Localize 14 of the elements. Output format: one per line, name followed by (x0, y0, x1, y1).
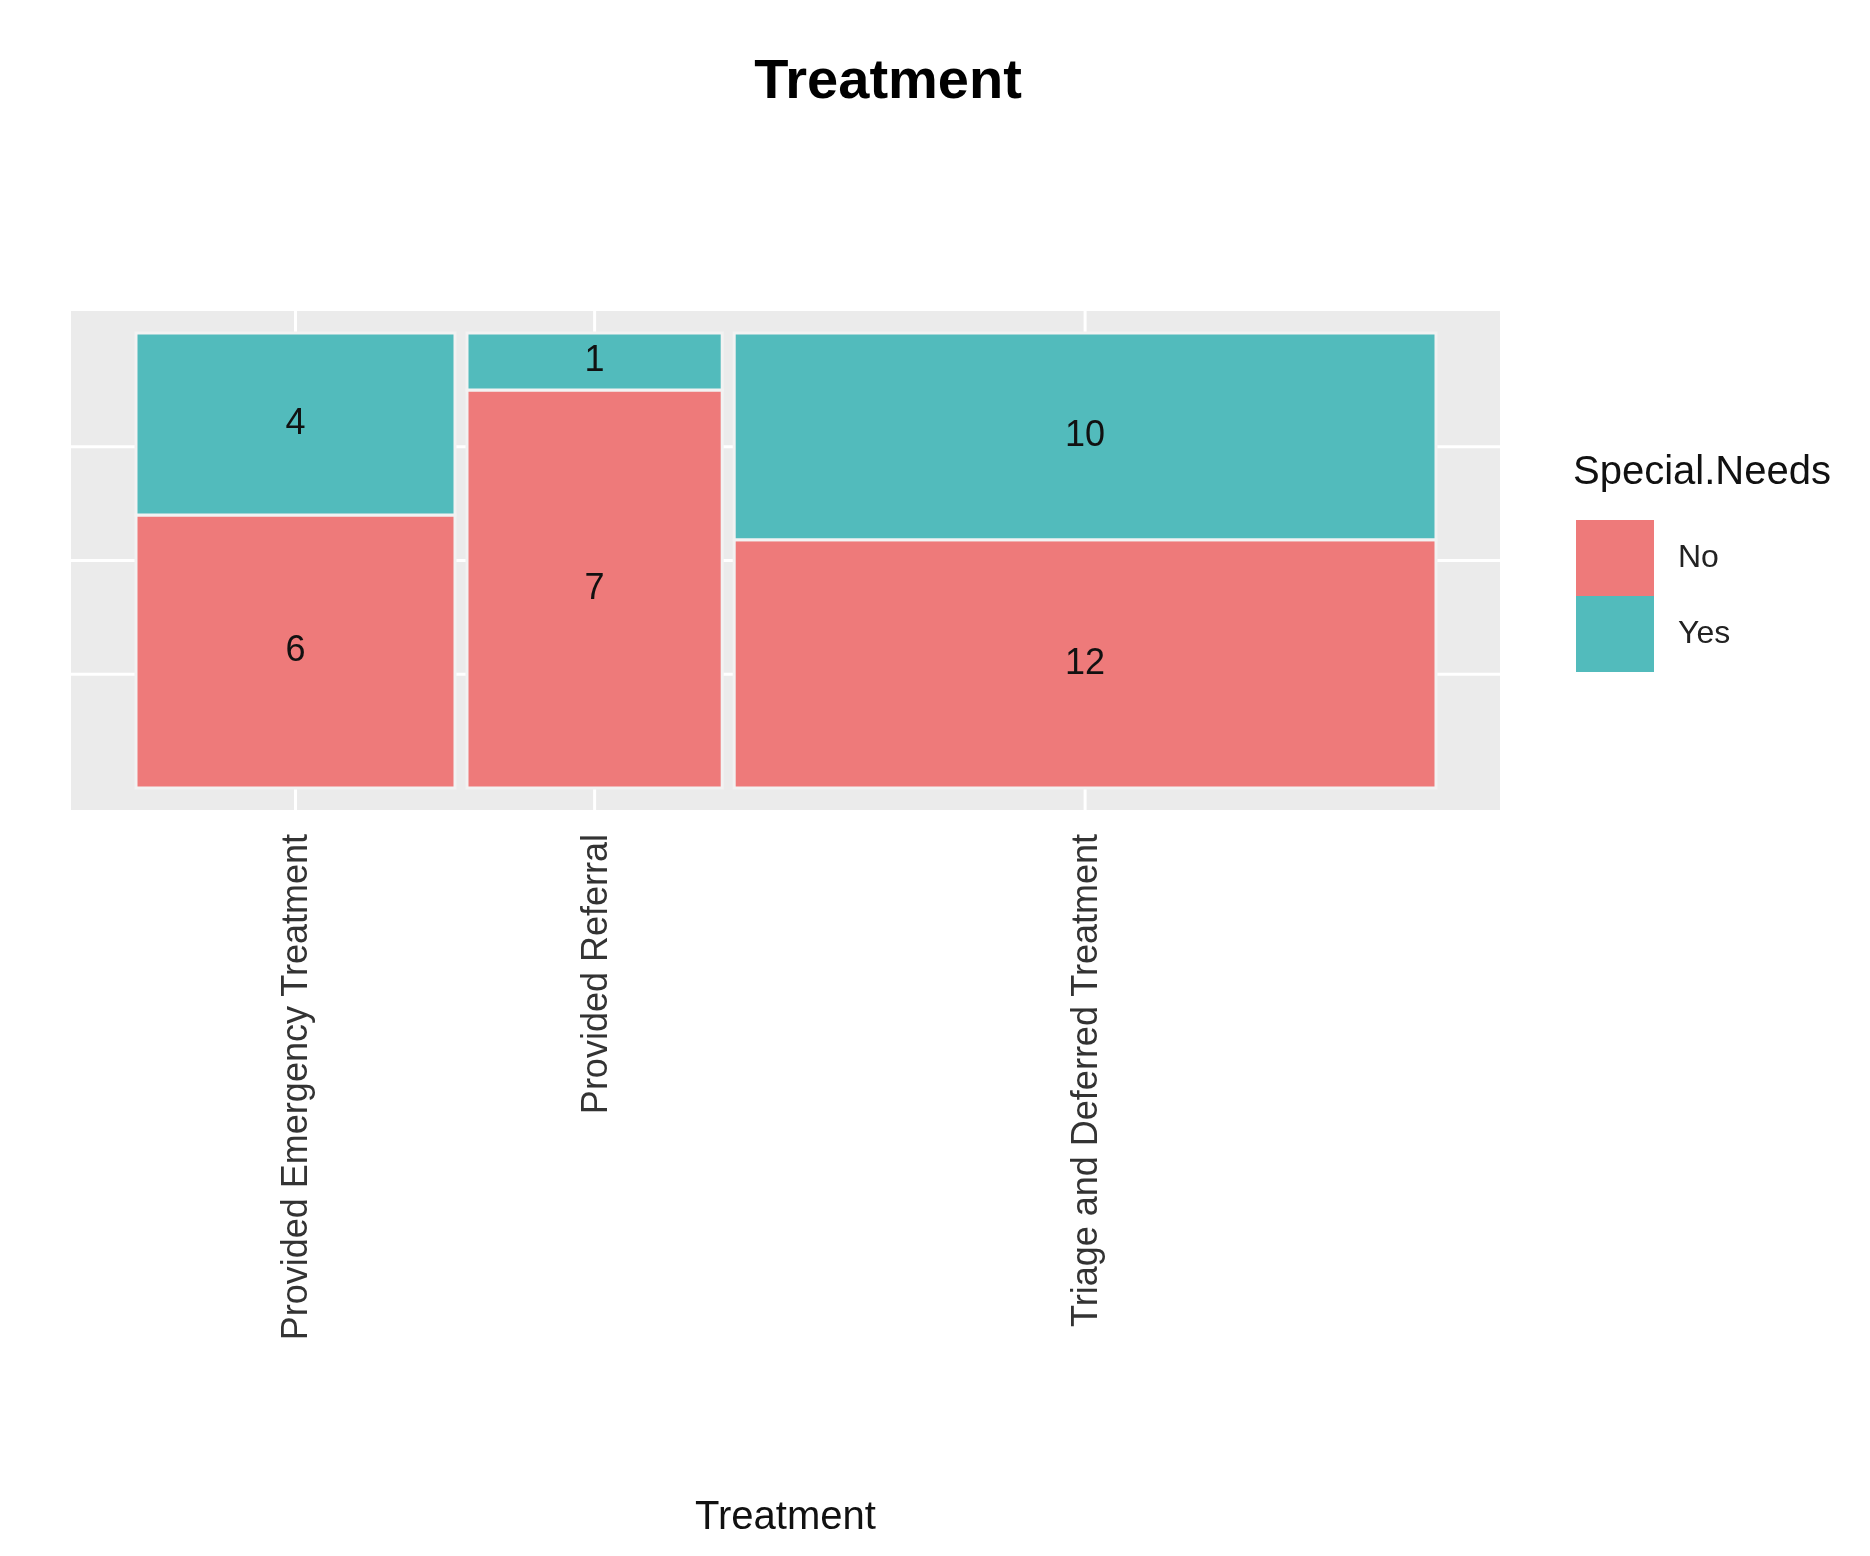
category-label: Provided Referral (573, 834, 615, 1115)
data-label: 4 (285, 400, 306, 442)
legend-title: Special.Needs (1573, 448, 1831, 493)
legend-label: Yes (1678, 613, 1731, 650)
legend-label: No (1678, 537, 1719, 574)
category-label: Triage and Deferred Treatment (1064, 834, 1106, 1327)
text: Treatment (754, 47, 1022, 111)
data-label: 10 (1065, 413, 1106, 455)
text: Treatment (695, 1493, 876, 1538)
category-label: Provided Emergency Treatment (274, 834, 316, 1341)
data-label: 7 (584, 565, 605, 607)
data-label: 1 (584, 338, 605, 380)
data-label: 12 (1065, 640, 1106, 682)
data-label: 6 (285, 628, 306, 670)
